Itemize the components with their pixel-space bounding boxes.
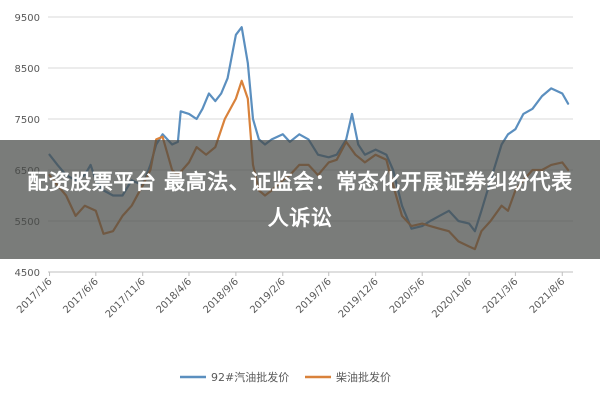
y-tick-label: 9500 — [15, 13, 40, 24]
x-tick-label: 2021/3/6 — [481, 276, 521, 316]
x-tick-label: 2019/12/6 — [337, 276, 381, 320]
y-tick-label: 4500 — [15, 268, 40, 279]
headline-banner: 配资股票平台 最高法、证监会：常态化开展证券纠纷代表人诉讼 — [0, 140, 600, 259]
legend: 92#汽油批发价 柴油批发价 — [180, 370, 391, 384]
x-tick-label: 2018/4/6 — [155, 276, 195, 316]
headline-text: 配资股票平台 最高法、证监会：常态化开展证券纠纷代表人诉讼 — [27, 169, 573, 230]
x-tick-label: 2018/9/6 — [201, 276, 241, 316]
x-tick-label: 2017/11/6 — [104, 276, 148, 320]
x-tick-label: 2017/6/6 — [61, 276, 101, 316]
x-axis-ticks: 2017/1/6 2017/6/6 2017/11/6 2018/4/6 2018/9/… — [15, 272, 567, 320]
x-tick-label: 2019/7/6 — [294, 276, 334, 316]
x-tick-label: 2019/2/6 — [248, 276, 288, 316]
y-tick-label: 7500 — [15, 115, 40, 126]
x-tick-label: 2020/5/6 — [388, 276, 428, 316]
x-tick-label: 2017/1/6 — [15, 276, 55, 316]
x-tick-label: 2021/8/6 — [528, 276, 568, 316]
x-tick-label: 2020/10/6 — [430, 276, 474, 320]
y-tick-label: 8500 — [15, 64, 40, 75]
legend-label-0: 92#汽油批发价 — [211, 370, 289, 384]
legend-label-1: 柴油批发价 — [336, 370, 391, 384]
